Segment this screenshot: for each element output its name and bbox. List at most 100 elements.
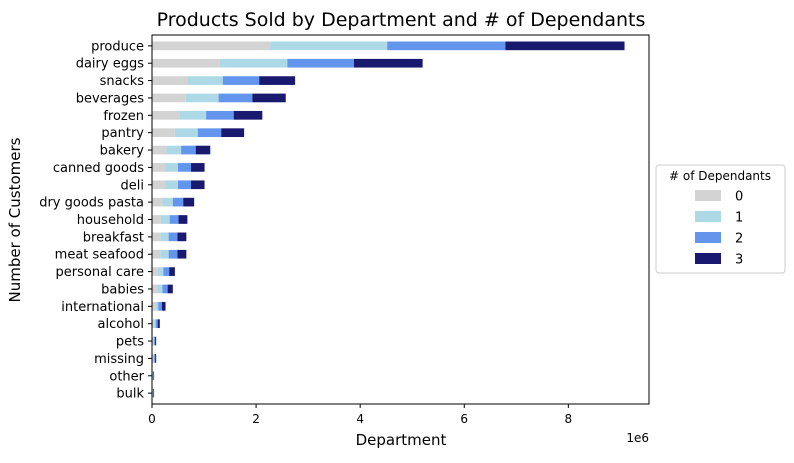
bar-segment <box>178 215 188 224</box>
bar-segment <box>154 354 156 363</box>
bar-segment <box>168 249 178 259</box>
bar-segment <box>152 41 271 51</box>
bar-segment <box>221 128 245 138</box>
bar-segment <box>152 232 161 242</box>
bar-segment <box>178 163 192 172</box>
bar-segment <box>222 76 260 85</box>
bar-segment <box>505 41 625 51</box>
x-tick-label: 2 <box>252 412 260 426</box>
bar-segment <box>152 249 161 259</box>
bar-segment <box>155 319 158 329</box>
bar-segment <box>155 301 159 311</box>
bar-segment <box>181 145 196 155</box>
bar-segment <box>185 93 219 103</box>
bar-segment <box>168 232 178 242</box>
x-tick-label: 4 <box>356 412 364 426</box>
bar-segment <box>154 319 156 329</box>
bar-segment <box>152 301 156 311</box>
y-tick-label: beverages <box>76 91 145 106</box>
bar-segment <box>160 249 169 259</box>
bar-segment <box>157 267 164 276</box>
bar-segment <box>197 128 222 138</box>
legend-label: 2 <box>735 232 743 247</box>
y-tick-label: other <box>109 369 144 384</box>
y-tick-label: snacks <box>100 74 145 89</box>
legend-label: 3 <box>735 253 743 268</box>
legend-label: 0 <box>735 190 743 205</box>
y-tick-label: household <box>77 213 144 228</box>
bar-segment <box>152 319 155 329</box>
bar-segment <box>155 336 157 346</box>
bar-segment <box>153 388 155 398</box>
bar-segment <box>169 215 179 224</box>
bar-segment <box>177 232 187 242</box>
y-tick-label: babies <box>101 282 144 297</box>
y-tick-label: missing <box>94 352 144 367</box>
bar-segment <box>179 110 207 120</box>
bar-segment <box>287 58 354 68</box>
bar-segment <box>163 267 170 276</box>
bar-segment <box>153 371 155 381</box>
y-tick-label: international <box>61 300 144 315</box>
chart-title: Products Sold by Department and # of Dep… <box>157 9 646 31</box>
bar-segment <box>152 197 163 207</box>
bar-segment <box>195 145 211 155</box>
bar-segment <box>172 197 184 207</box>
bar-segment <box>158 301 162 311</box>
x-tick-label: 0 <box>148 412 156 426</box>
bar-segment <box>270 41 388 51</box>
bar-segment <box>157 284 163 294</box>
bar-segment <box>218 93 253 103</box>
bar-segment <box>154 336 156 346</box>
bar-segment <box>219 58 288 68</box>
bar-segment <box>153 354 155 363</box>
bar-segment <box>152 145 167 155</box>
bar-segment <box>162 284 168 294</box>
y-tick-label: pets <box>116 335 144 350</box>
bar-segment <box>160 232 169 242</box>
bar-segment <box>152 76 188 85</box>
legend-title: # of Dependants <box>669 169 771 183</box>
bar-segment <box>152 215 161 224</box>
bar-segment <box>162 197 173 207</box>
bar-segment <box>177 249 187 259</box>
bar-segment <box>152 110 180 120</box>
bar-segment <box>187 76 223 85</box>
bar-segment <box>167 284 173 294</box>
bar-segment <box>387 41 506 51</box>
bar-segment <box>160 215 170 224</box>
x-axis-label: Department <box>356 431 447 449</box>
plot-area <box>152 41 625 398</box>
legend-swatch <box>695 232 721 243</box>
bar-segment <box>152 180 166 190</box>
bar-segment <box>252 93 286 103</box>
bar-segment <box>152 163 166 172</box>
bar-segment <box>183 197 195 207</box>
y-tick-label: personal care <box>56 265 144 280</box>
x-tick-label: 8 <box>565 412 573 426</box>
x-tick-label: 6 <box>460 412 468 426</box>
bar-segment <box>153 336 155 346</box>
legend-label: 1 <box>735 211 743 226</box>
bar-segment <box>178 180 192 190</box>
bar-segment <box>165 163 179 172</box>
bar-segment <box>153 388 154 398</box>
y-tick-label: meat seafood <box>55 248 144 263</box>
bar-segment <box>166 145 182 155</box>
legend-swatch <box>695 253 721 264</box>
plot-frame <box>151 34 650 405</box>
y-tick-label: pantry <box>101 126 144 141</box>
y-tick-label: produce <box>91 39 144 54</box>
bar-segment <box>152 336 154 346</box>
x-axis-offset-label: 1e6 <box>626 431 649 445</box>
y-tick-label: alcohol <box>98 317 144 332</box>
bar-segment <box>191 163 205 172</box>
legend-swatch <box>695 211 721 222</box>
y-tick-label: dairy eggs <box>76 57 145 72</box>
bar-segment <box>259 76 296 85</box>
y-tick-label: breakfast <box>83 230 144 245</box>
bar-segment <box>161 301 166 311</box>
bar-segment <box>152 58 220 68</box>
